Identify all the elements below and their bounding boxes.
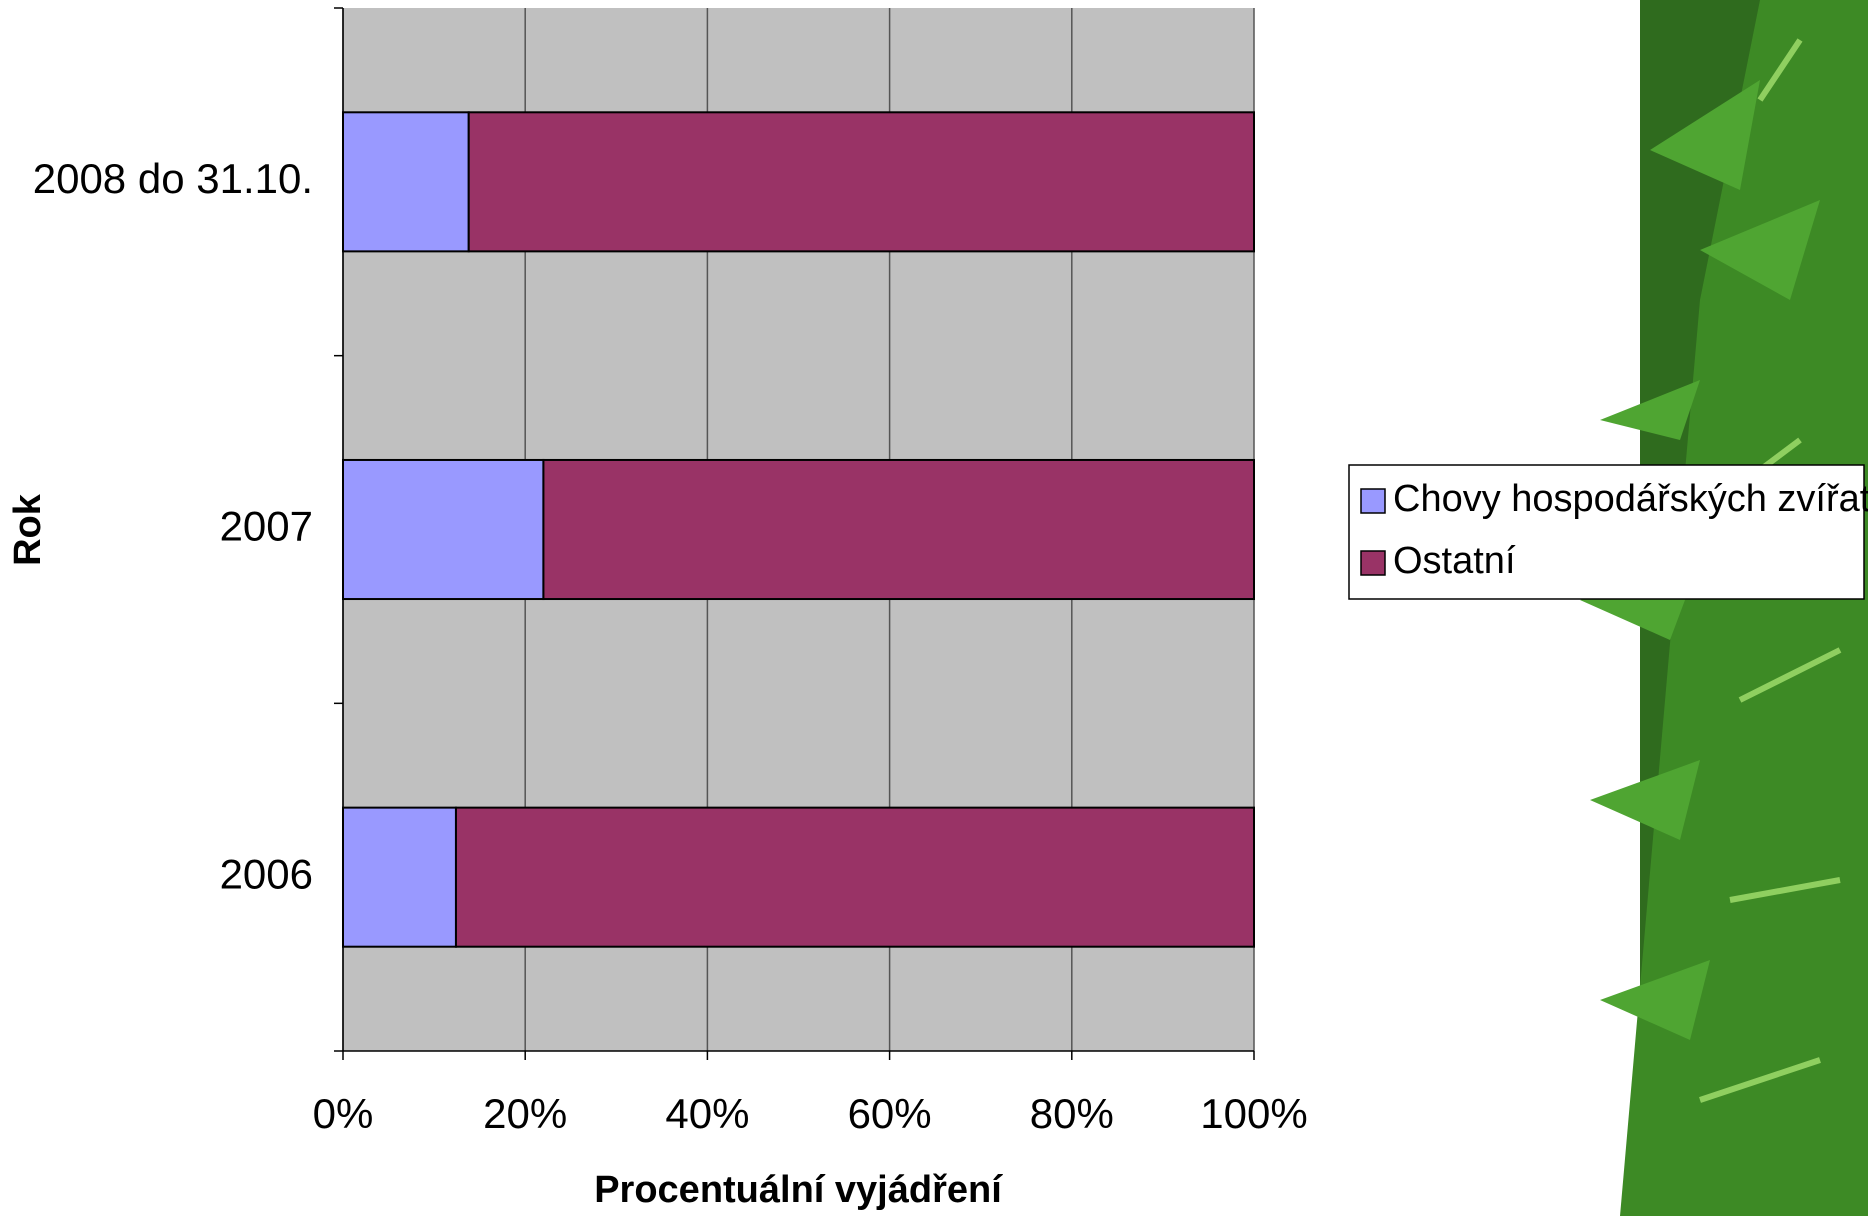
- legend-label: Chovy hospodářských zvířat: [1393, 478, 1868, 520]
- x-tick-label: 0%: [313, 1090, 374, 1137]
- bar-segment: [454, 806, 1255, 948]
- legend-label: Ostatní: [1393, 540, 1516, 582]
- x-tick-label: 20%: [483, 1090, 567, 1137]
- legend-swatch: [1360, 488, 1386, 514]
- bar-segment: [342, 806, 457, 948]
- x-tick-label: 60%: [848, 1090, 932, 1137]
- bar-segment: [342, 111, 470, 253]
- x-tick-label: 40%: [665, 1090, 749, 1137]
- y-tick-label: 2006: [220, 850, 313, 897]
- bar-segment: [542, 458, 1255, 601]
- x-axis-title: Procentuální vyjádření: [594, 1169, 1003, 1211]
- x-tick-label: 100%: [1200, 1090, 1307, 1137]
- bar-segment: [467, 111, 1255, 253]
- bamboo-decoration: [1580, 0, 1868, 1216]
- x-tick-label: 80%: [1030, 1090, 1114, 1137]
- y-tick-label: 2008 do 31.10.: [33, 155, 313, 202]
- legend-box: [1348, 464, 1865, 600]
- y-tick-label: 2007: [220, 503, 313, 550]
- y-axis-title: Rok: [7, 493, 49, 566]
- bar-segment: [342, 458, 545, 601]
- legend-swatch: [1360, 550, 1386, 576]
